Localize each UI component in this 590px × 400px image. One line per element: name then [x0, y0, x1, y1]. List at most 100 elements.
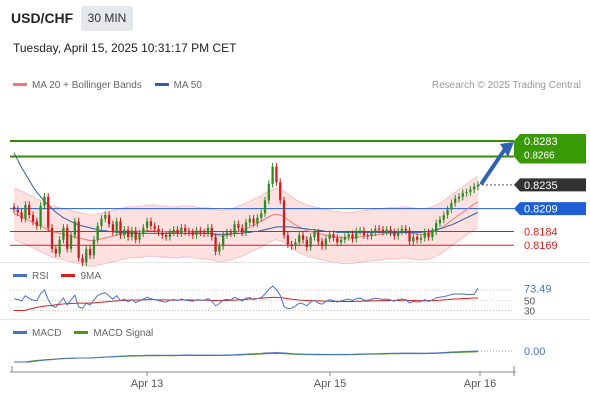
candle [339, 239, 343, 243]
candle [157, 228, 160, 233]
legend-macd: MACD [13, 328, 61, 339]
candle [286, 235, 289, 245]
candle [73, 221, 76, 236]
candle [248, 218, 251, 223]
candle [104, 215, 107, 219]
legend-ma50: MA 50 [154, 80, 202, 91]
candle [381, 229, 385, 232]
candle [111, 224, 115, 233]
candle [431, 231, 434, 237]
candle [351, 234, 354, 239]
candle [244, 222, 248, 233]
candle [396, 231, 400, 237]
candle [191, 232, 194, 236]
macd-signal-swatch [74, 330, 89, 334]
current-price-tag [514, 178, 586, 192]
candle [461, 193, 464, 197]
candle [145, 221, 149, 228]
bollinger-lower-line [13, 227, 479, 267]
candle [279, 182, 282, 201]
candle [416, 236, 419, 240]
candle [347, 234, 350, 237]
candle [252, 218, 255, 224]
legend-ma20: MA 20 + Bollinger Bands [13, 80, 142, 91]
rsi-line [13, 285, 479, 310]
candle [218, 246, 221, 252]
candle [305, 239, 308, 248]
candle [469, 189, 472, 193]
candle [355, 231, 358, 239]
candle [43, 196, 46, 206]
candle [203, 232, 206, 234]
chart-header: USD/CHF 30 MIN [0, 0, 590, 38]
candle [58, 239, 61, 254]
candle [454, 198, 457, 204]
candle [115, 221, 118, 233]
x-axis-label: Apr 15 [314, 378, 346, 390]
candle [172, 229, 175, 233]
legend-ma50-label: MA 50 [173, 80, 202, 91]
candle [126, 229, 130, 237]
candle [12, 206, 16, 210]
main-legend: MA 20 + Bollinger Bands MA 50 [13, 80, 202, 91]
candle [66, 227, 69, 249]
candle [31, 215, 35, 222]
candle [435, 223, 438, 232]
candle [176, 229, 179, 234]
bollinger-upper-line [13, 176, 479, 216]
candle [35, 221, 38, 226]
candle [28, 204, 31, 216]
x-axis-label: Apr 13 [131, 378, 163, 390]
candle [275, 166, 278, 183]
candle [267, 183, 270, 201]
candle [199, 230, 202, 233]
candle [271, 166, 274, 184]
candle [393, 232, 396, 237]
candle [465, 192, 468, 194]
candle [377, 228, 381, 230]
candle [164, 235, 168, 237]
legend-macd-label: MACD [32, 328, 62, 339]
candle [50, 227, 54, 249]
candle [130, 230, 134, 237]
candle [343, 236, 347, 240]
candle [187, 231, 191, 233]
timeframe-button[interactable]: 30 MIN [81, 6, 133, 31]
macd-swatch [13, 330, 27, 334]
candle [290, 244, 293, 247]
panel-divider [0, 319, 590, 320]
candle [389, 229, 392, 233]
candle [134, 230, 137, 240]
candle [282, 200, 286, 236]
candle [294, 242, 297, 247]
legend-ma20-label: MA 20 + Bollinger Bands [32, 80, 142, 91]
candle [214, 236, 217, 252]
candle [16, 209, 19, 213]
rsi-tick-30: 30 [524, 306, 536, 317]
candle [210, 227, 213, 237]
candle [81, 258, 84, 263]
candle [457, 196, 461, 199]
candle [88, 248, 92, 256]
resistance-2-label: 0.8266 [524, 151, 555, 162]
candle [332, 234, 335, 238]
candle [317, 232, 320, 242]
candle [119, 221, 122, 236]
candle [77, 221, 80, 258]
candle [412, 236, 415, 242]
resistance-1-label: 0.8283 [524, 136, 558, 148]
candle [180, 227, 183, 234]
projection-arrow-head [500, 141, 514, 157]
candle [260, 213, 263, 218]
candle [328, 234, 331, 239]
x-axis-label: Apr 16 [464, 378, 496, 390]
candle [408, 230, 411, 242]
support-1-label: 0.8184 [524, 226, 558, 238]
candle [149, 221, 153, 226]
projection-arrow-shaft [480, 146, 507, 185]
candle [358, 230, 362, 232]
candle [366, 235, 369, 237]
current-price-label: 0.8235 [524, 180, 558, 192]
timestamp: Tuesday, April 15, 2025 10:31:17 PM CET [13, 41, 237, 55]
